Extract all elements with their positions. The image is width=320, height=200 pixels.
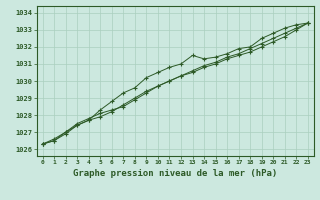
X-axis label: Graphe pression niveau de la mer (hPa): Graphe pression niveau de la mer (hPa)	[73, 169, 277, 178]
